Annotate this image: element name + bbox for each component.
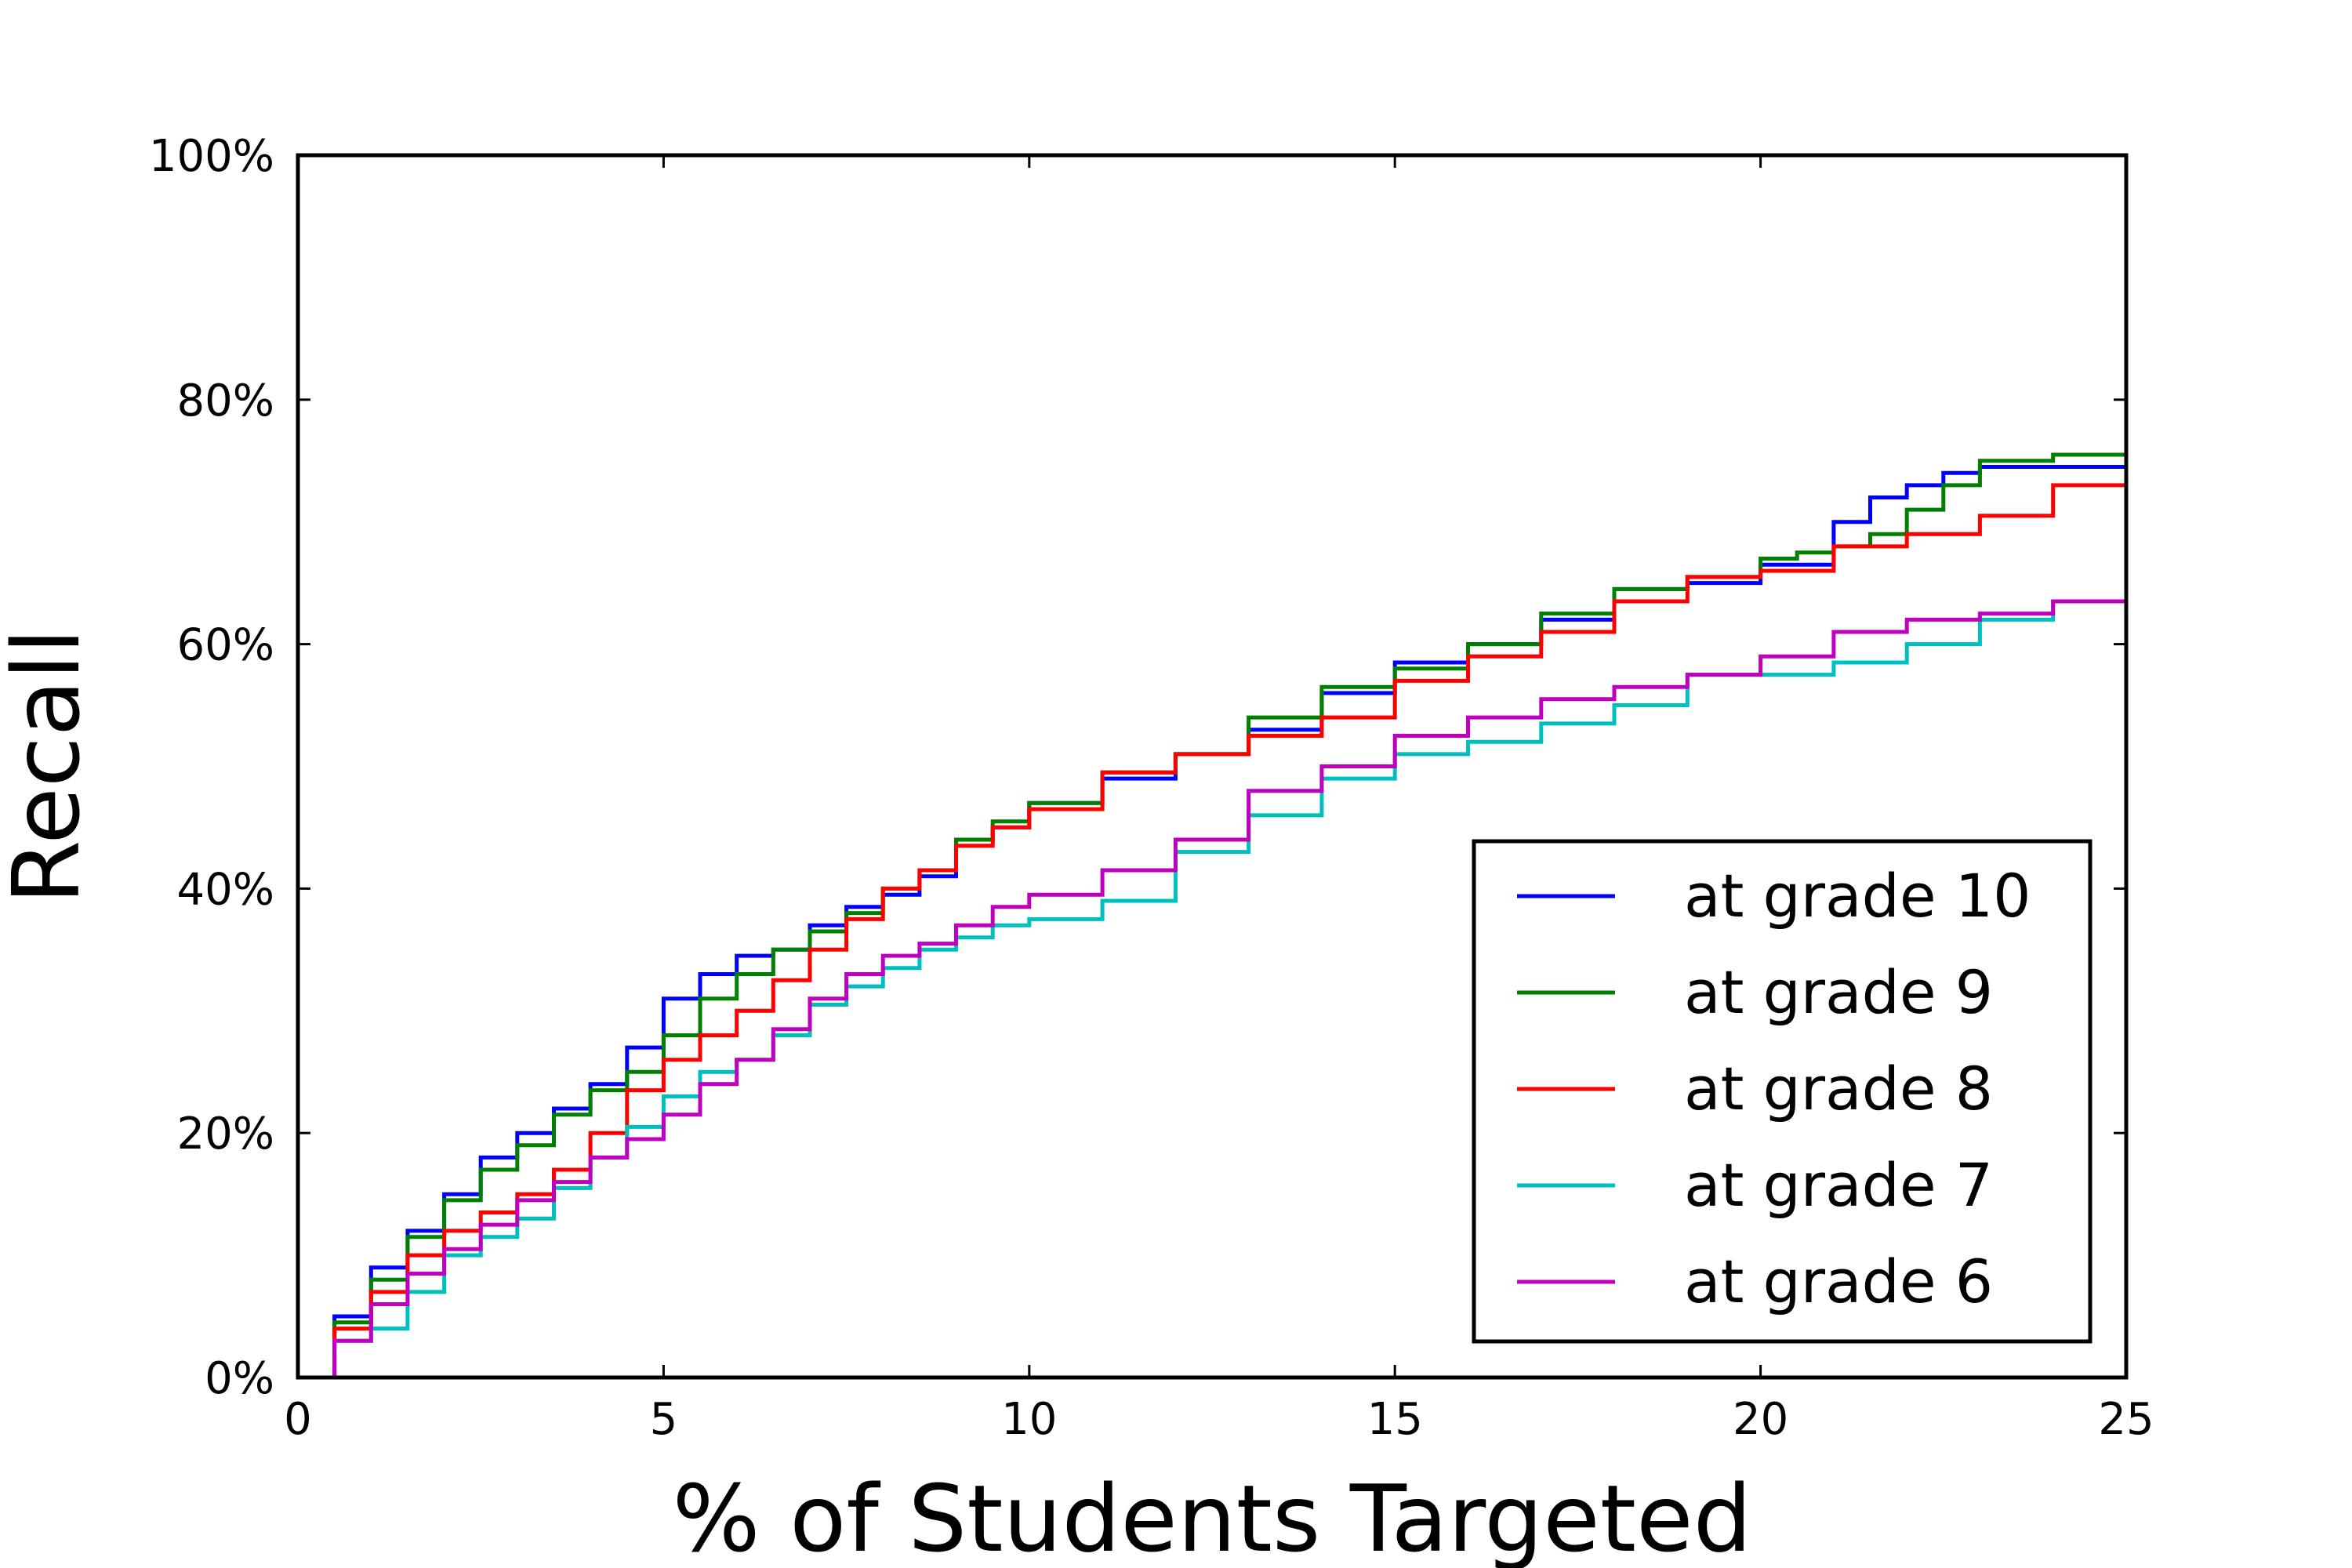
x-tick-label: 20 [1733, 1394, 1788, 1445]
series-line-at-grade-6 [298, 589, 2129, 1380]
legend-label: at grade 9 [1684, 957, 1993, 1027]
y-tick-label: 20% [177, 1109, 274, 1160]
y-tick-label: 40% [177, 864, 274, 915]
legend-label: at grade 8 [1684, 1054, 1993, 1123]
legend-label: at grade 7 [1684, 1150, 1993, 1220]
y-tick-label: 60% [177, 620, 274, 671]
x-tick-label: 10 [1001, 1394, 1057, 1445]
plot-area-frame [296, 153, 2129, 1380]
axis-tick-labels: 0 5 10 15 20 25 0% 20% 40% 60% 80% 100% [149, 131, 2154, 1445]
y-tick-label: 0% [205, 1353, 274, 1404]
axis-ticks [296, 154, 2128, 1379]
x-tick-label: 15 [1367, 1394, 1423, 1445]
legend-label: at grade 6 [1684, 1247, 1993, 1316]
x-tick-label: 0 [284, 1394, 312, 1445]
legend-box [1472, 839, 2092, 1344]
legend-label: at grade 10 [1684, 861, 2031, 931]
y-axis-title: Recall [0, 628, 100, 904]
legend-items: at grade 10 at grade 9 at grade 8 at grade … [1517, 861, 2031, 1316]
series-lines [298, 448, 2129, 1380]
y-tick-label: 80% [177, 376, 274, 426]
y-tick-label: 100% [149, 131, 274, 182]
x-tick-label: 25 [2098, 1394, 2154, 1445]
x-axis-title: % of Students Targeted [673, 1465, 1752, 1568]
legend: at grade 10 at grade 9 at grade 8 at grade … [1472, 839, 2092, 1344]
x-tick-label: 5 [650, 1394, 678, 1445]
